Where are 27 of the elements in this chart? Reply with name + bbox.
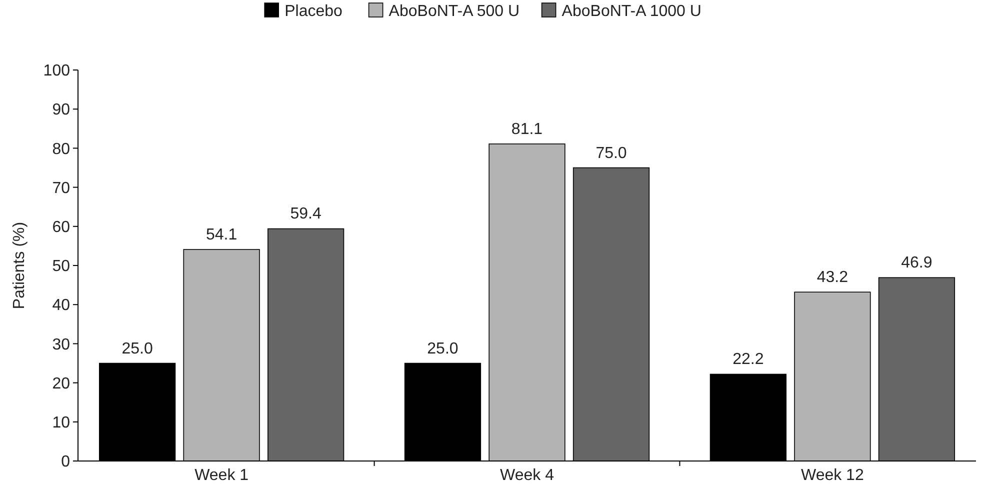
y-tick-label: 20 bbox=[52, 375, 70, 392]
text: 54.1 bbox=[206, 226, 238, 244]
y-tick-label: 40 bbox=[52, 297, 70, 314]
text: 81.1 bbox=[511, 120, 543, 138]
text: 46.9 bbox=[901, 254, 932, 272]
text: 75.0 bbox=[596, 144, 627, 162]
text: 25.0 bbox=[427, 340, 458, 358]
y-tick-label: 10 bbox=[52, 414, 70, 432]
y-tick-label: 90 bbox=[52, 102, 70, 119]
text: 25.0 bbox=[122, 340, 153, 358]
x-tick-label: Week 1 bbox=[194, 467, 249, 484]
text: 43.2 bbox=[816, 269, 848, 286]
y-tick-label: 80 bbox=[52, 140, 70, 158]
text: 59.4 bbox=[290, 206, 322, 223]
y-tick-label: 30 bbox=[52, 336, 70, 354]
legend-label: AboBoNT-A 500 U bbox=[388, 3, 520, 20]
y-tick-label: 60 bbox=[52, 219, 70, 236]
y-axis-title: Patients (%) bbox=[11, 222, 28, 310]
legend-label: AboBoNT-A 1000 U bbox=[562, 3, 702, 20]
x-tick-label: Week 4 bbox=[500, 467, 554, 484]
y-tick-label: 100 bbox=[43, 62, 70, 80]
y-tick-label: 50 bbox=[52, 258, 70, 276]
text: 22.2 bbox=[732, 351, 764, 368]
legend-label: Placebo bbox=[284, 3, 343, 20]
y-tick-label: 0 bbox=[61, 454, 70, 471]
x-tick-label: Week 12 bbox=[801, 467, 864, 484]
y-tick-label: 70 bbox=[52, 180, 70, 197]
